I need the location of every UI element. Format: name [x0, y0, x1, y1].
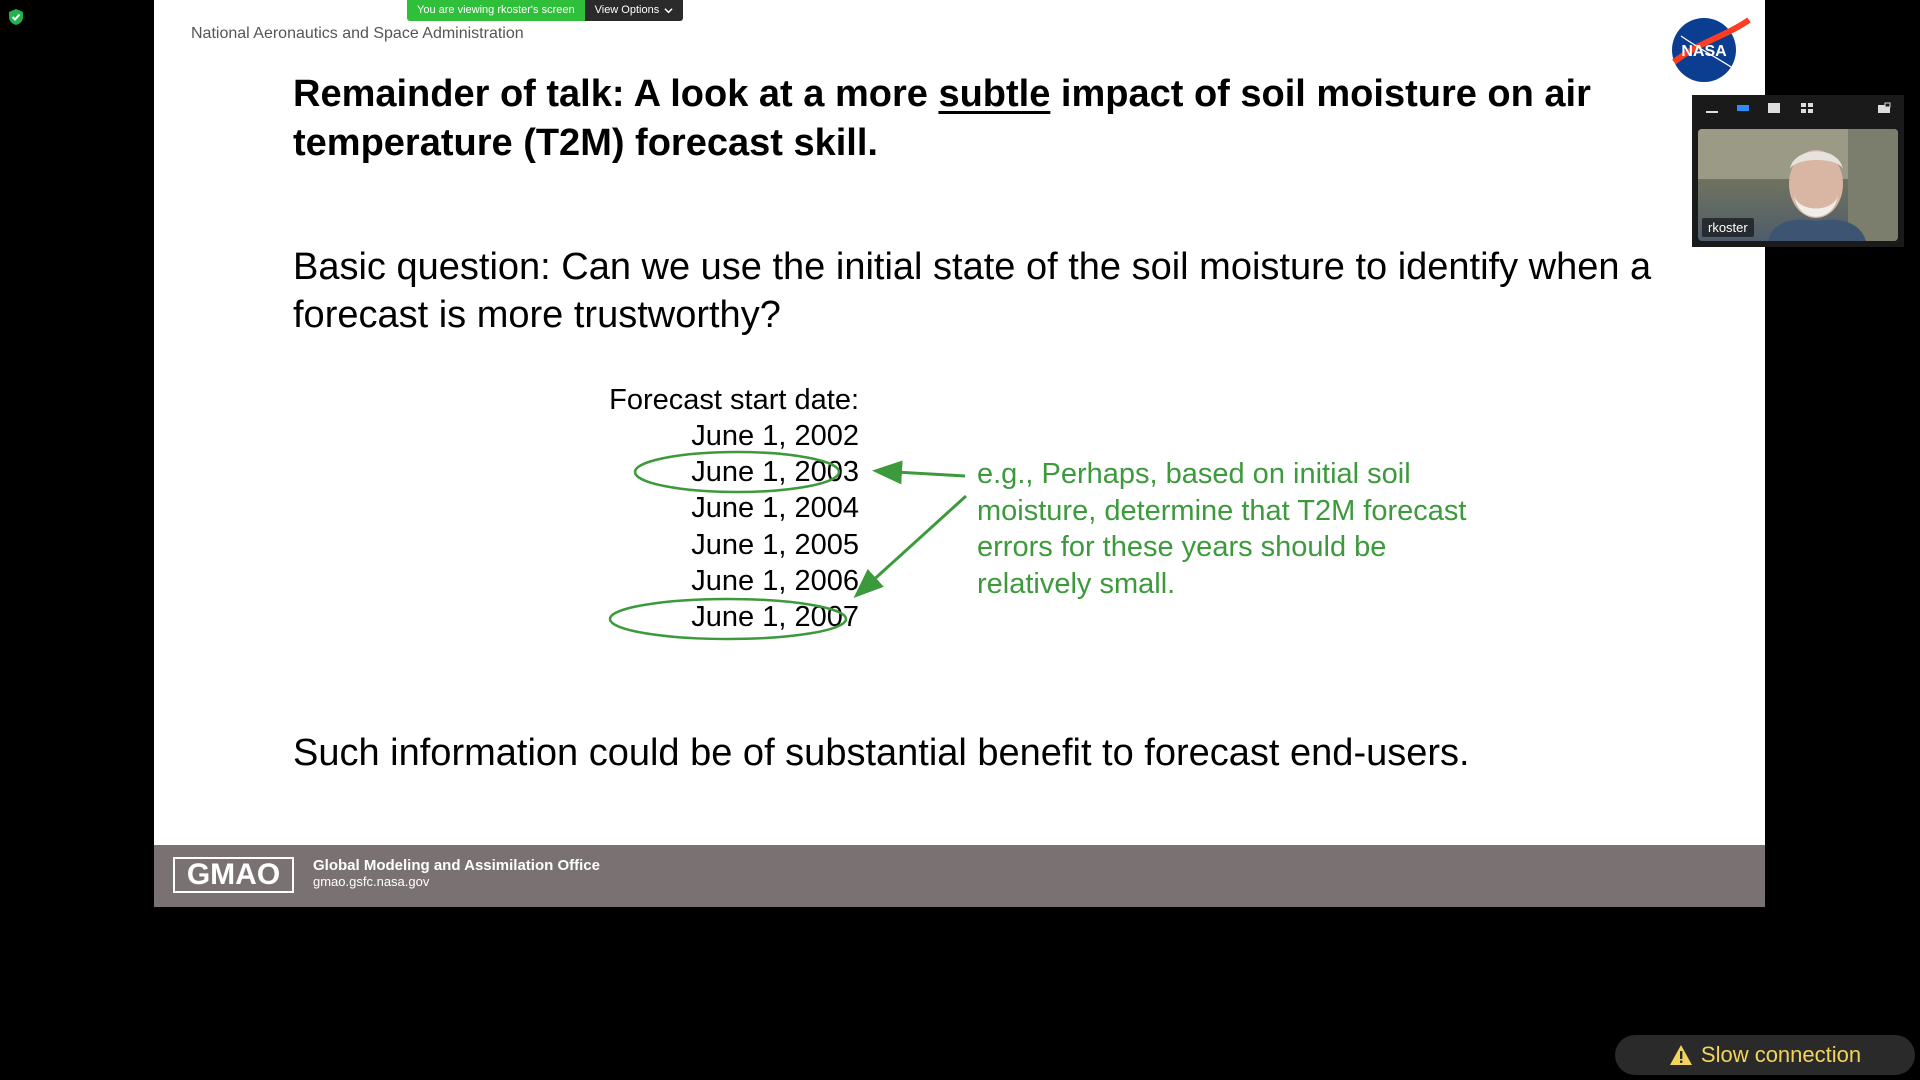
footer-url: gmao.gsfc.nasa.gov: [313, 874, 430, 889]
participant-silhouette: [1698, 129, 1898, 241]
date-item: June 1, 2002: [691, 420, 859, 452]
speaker-view-icon[interactable]: [1767, 102, 1781, 114]
thumbnail-view-icon[interactable]: [1736, 102, 1750, 114]
org-name: National Aeronautics and Space Administr…: [191, 25, 524, 42]
date-item: June 1, 2004: [691, 492, 859, 524]
gallery-view-icon[interactable]: [1800, 102, 1814, 114]
chevron-down-icon: [664, 8, 673, 14]
dates-header: Forecast start date:: [609, 384, 859, 416]
viewing-screen-label: You are viewing rkoster's screen: [407, 0, 585, 21]
shared-slide: National Aeronautics and Space Administr…: [154, 0, 1765, 907]
title-part1: Remainder of talk: A look at a more: [293, 73, 939, 115]
screen-share-bar: You are viewing rkoster's screen View Op…: [407, 0, 684, 22]
title-part2: impact of soil moisture on air temperatu…: [293, 73, 1591, 164]
date-item: June 1, 2006: [691, 565, 859, 597]
nasa-logo-text: NASA: [1681, 43, 1727, 60]
gmao-logo: GMAO: [173, 857, 294, 893]
footer-office-name: Global Modeling and Assimilation Office: [313, 857, 600, 874]
view-options-label: View Options: [594, 4, 660, 16]
slow-connection-indicator[interactable]: Slow connection: [1615, 1035, 1915, 1075]
annotation-text: e.g., Perhaps, based on initial soil moi…: [977, 458, 1467, 600]
participant-video[interactable]: rkoster: [1698, 129, 1898, 241]
title-emphasis: subtle: [938, 73, 1051, 115]
nasa-logo: NASA: [1672, 17, 1751, 82]
pop-out-icon[interactable]: [1877, 102, 1891, 114]
date-item: June 1, 2005: [691, 529, 859, 561]
warning-icon: [1669, 1045, 1692, 1065]
arrow-to-2003: [872, 460, 966, 485]
view-options-button[interactable]: View Options: [584, 0, 684, 21]
date-item: June 1, 2003: [691, 456, 859, 488]
circle-2003: [633, 450, 841, 494]
minimize-icon[interactable]: [1705, 102, 1719, 114]
basic-question: Basic question: Can we use the initial s…: [293, 246, 1652, 336]
annotation-drawing: [608, 450, 968, 641]
slow-connection-label: Slow connection: [1700, 1042, 1862, 1067]
arrow-to-2007: [853, 494, 968, 599]
benefit-statement: Such information could be of substantial…: [293, 732, 1470, 774]
circle-2007: [608, 597, 848, 641]
shield-check-icon[interactable]: [8, 8, 24, 26]
slide-footer: GMAO Global Modeling and Assimilation Of…: [154, 845, 1765, 907]
video-thumbnail-panel[interactable]: rkoster: [1692, 95, 1904, 247]
participant-name: rkoster: [1702, 218, 1754, 237]
slide-title: Remainder of talk: A look at a more subt…: [293, 70, 1693, 168]
